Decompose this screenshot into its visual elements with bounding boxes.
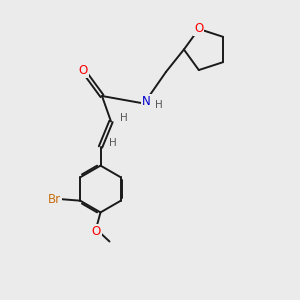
- Text: H: H: [120, 113, 128, 123]
- Text: O: O: [194, 22, 203, 35]
- Text: O: O: [92, 225, 100, 238]
- Text: O: O: [79, 64, 88, 77]
- Text: H: H: [155, 100, 163, 110]
- Text: Br: Br: [48, 193, 61, 206]
- Text: N: N: [142, 95, 151, 108]
- Text: H: H: [109, 138, 117, 148]
